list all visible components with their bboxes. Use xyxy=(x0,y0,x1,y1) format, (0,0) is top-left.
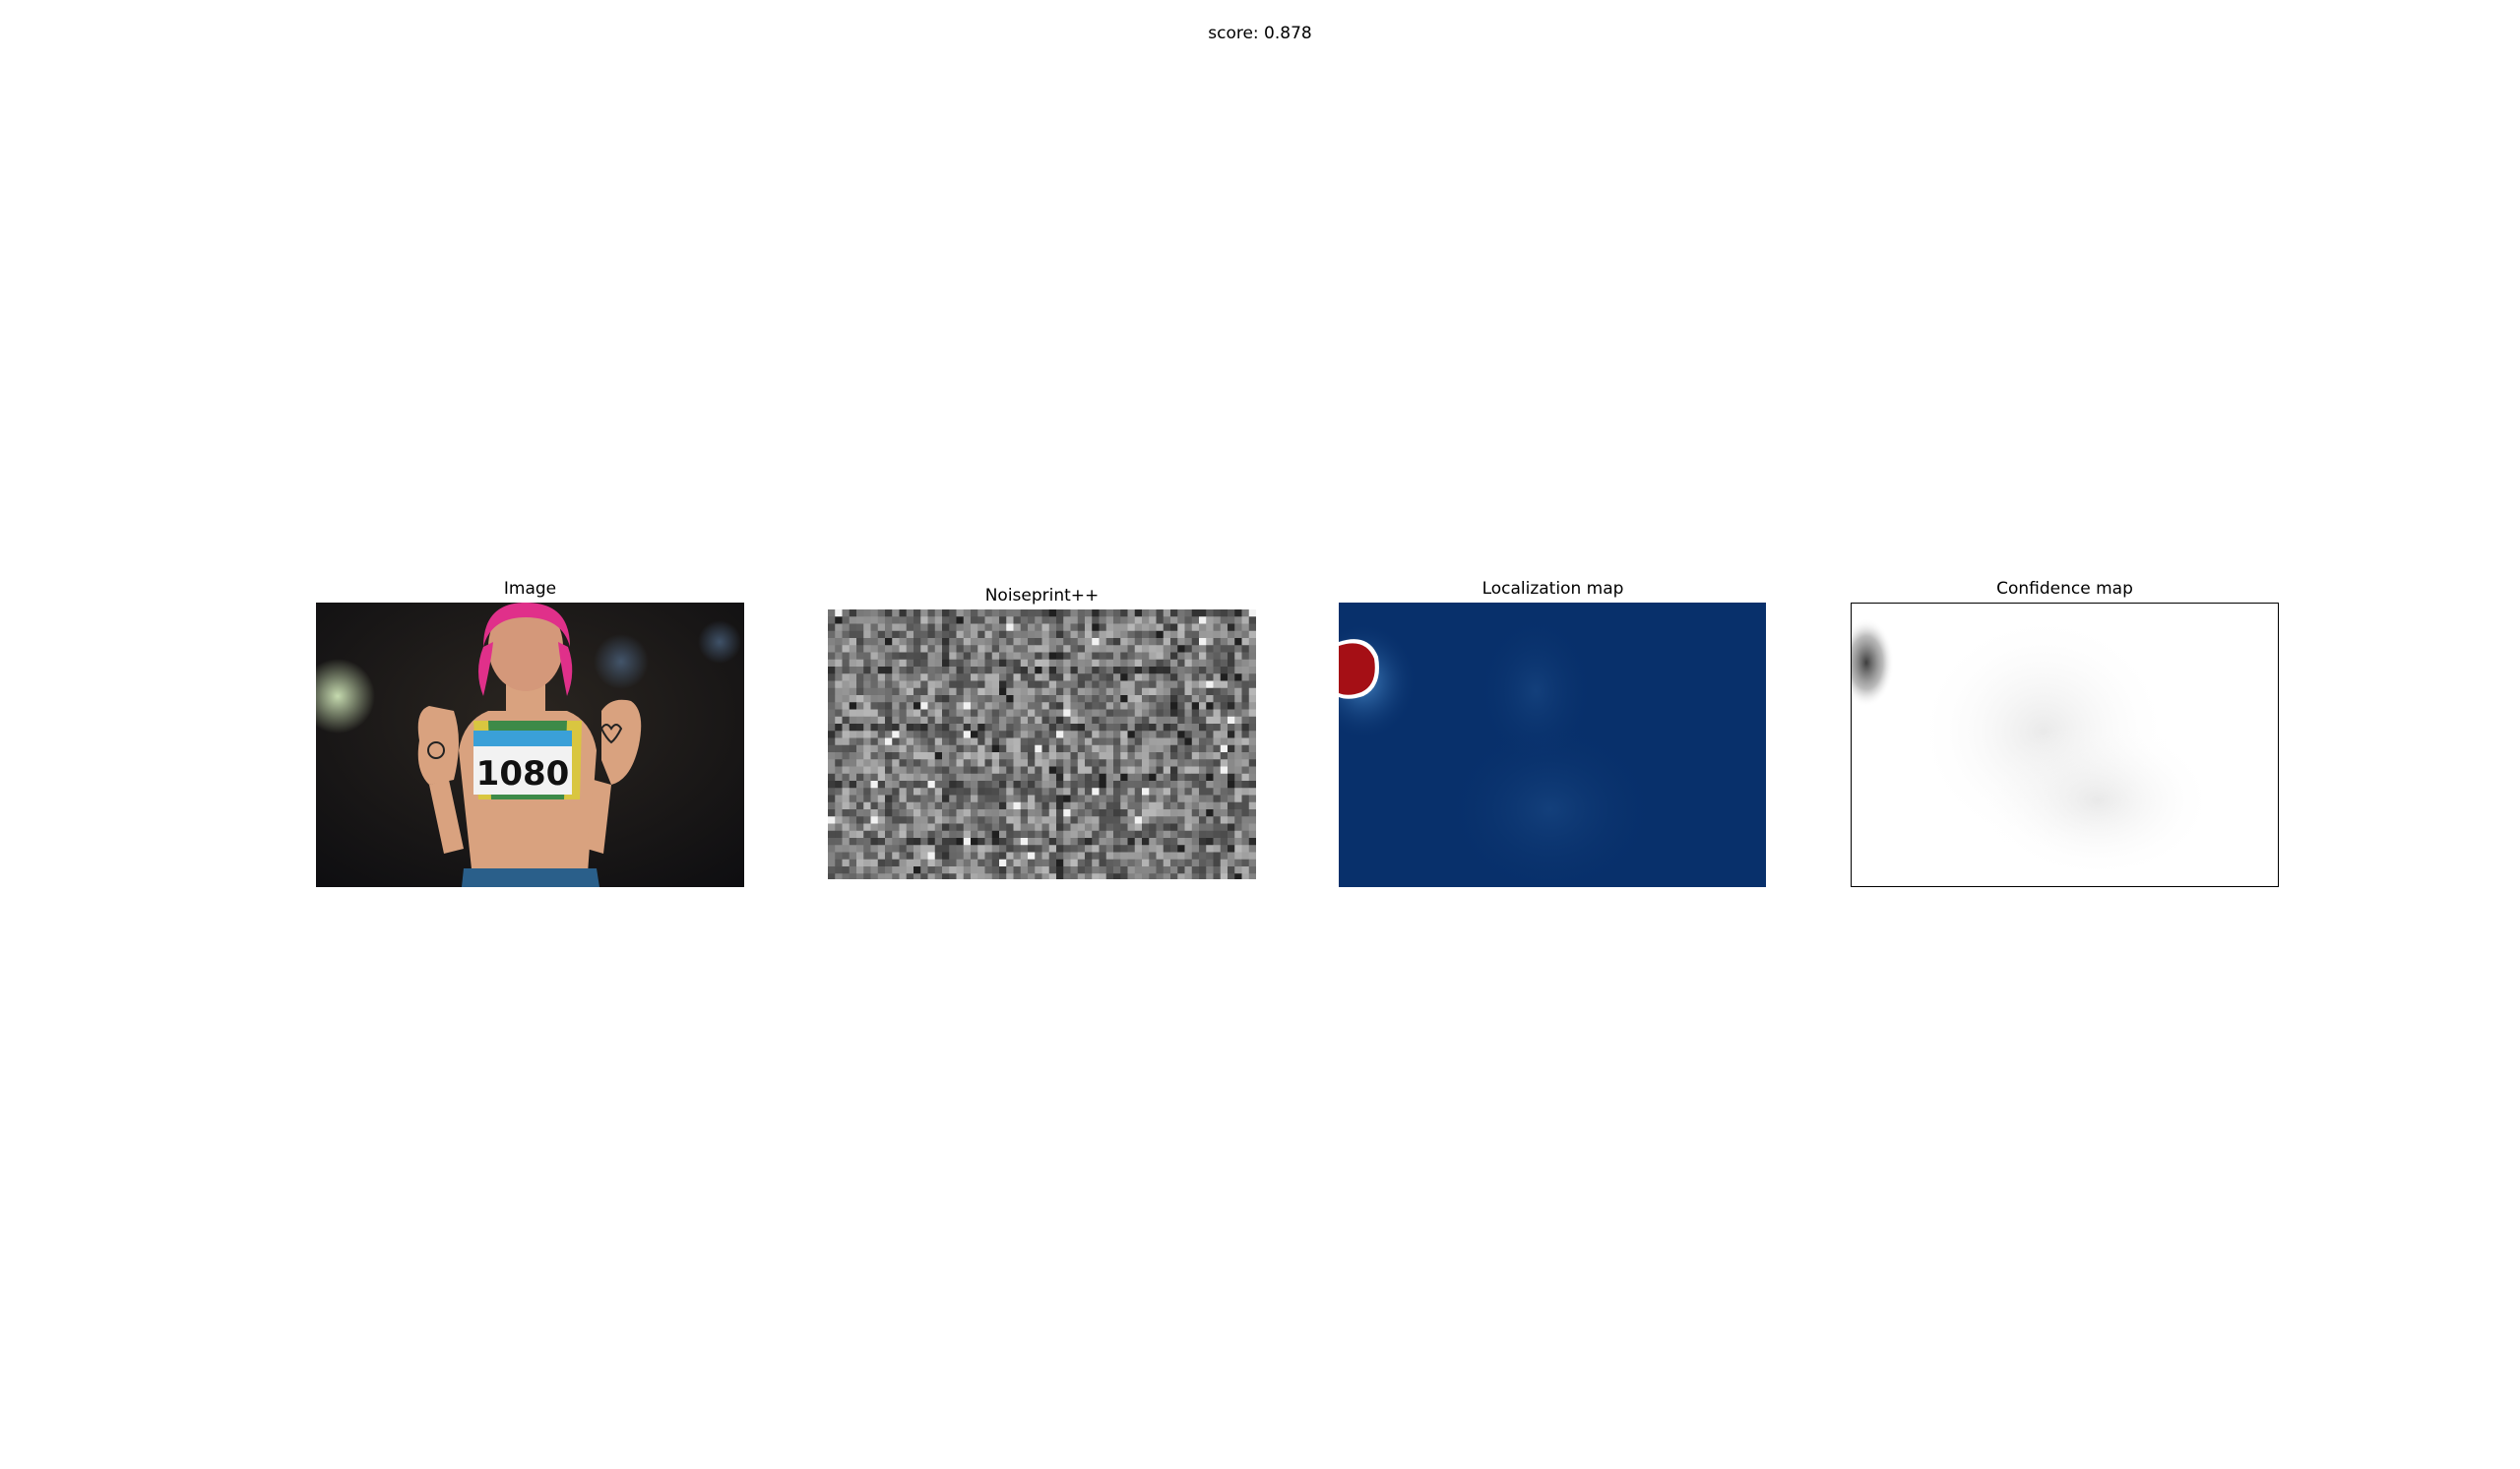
noiseprint-grid xyxy=(828,609,1256,879)
noiseprint-panel xyxy=(828,609,1256,879)
confidence-panel xyxy=(1851,603,2279,887)
panel-title-confidence: Confidence map xyxy=(1996,579,2133,599)
localization-heatmap xyxy=(1339,603,1766,887)
confidence-dark-region xyxy=(1852,618,1894,707)
confidence-heatmap xyxy=(1852,604,2278,886)
figure-title: score: 0.878 xyxy=(1208,24,1312,43)
localization-panel xyxy=(1339,603,1766,887)
panel-title-noiseprint: Noiseprint++ xyxy=(984,586,1100,606)
panel-title-localization: Localization map xyxy=(1481,579,1624,599)
athlete-photo: 1080 xyxy=(316,603,744,887)
localization-hotspot xyxy=(1339,643,1375,695)
bib-number: 1080 xyxy=(476,754,570,794)
image-panel: 1080 xyxy=(316,603,744,887)
panel-title-image: Image xyxy=(503,579,557,599)
